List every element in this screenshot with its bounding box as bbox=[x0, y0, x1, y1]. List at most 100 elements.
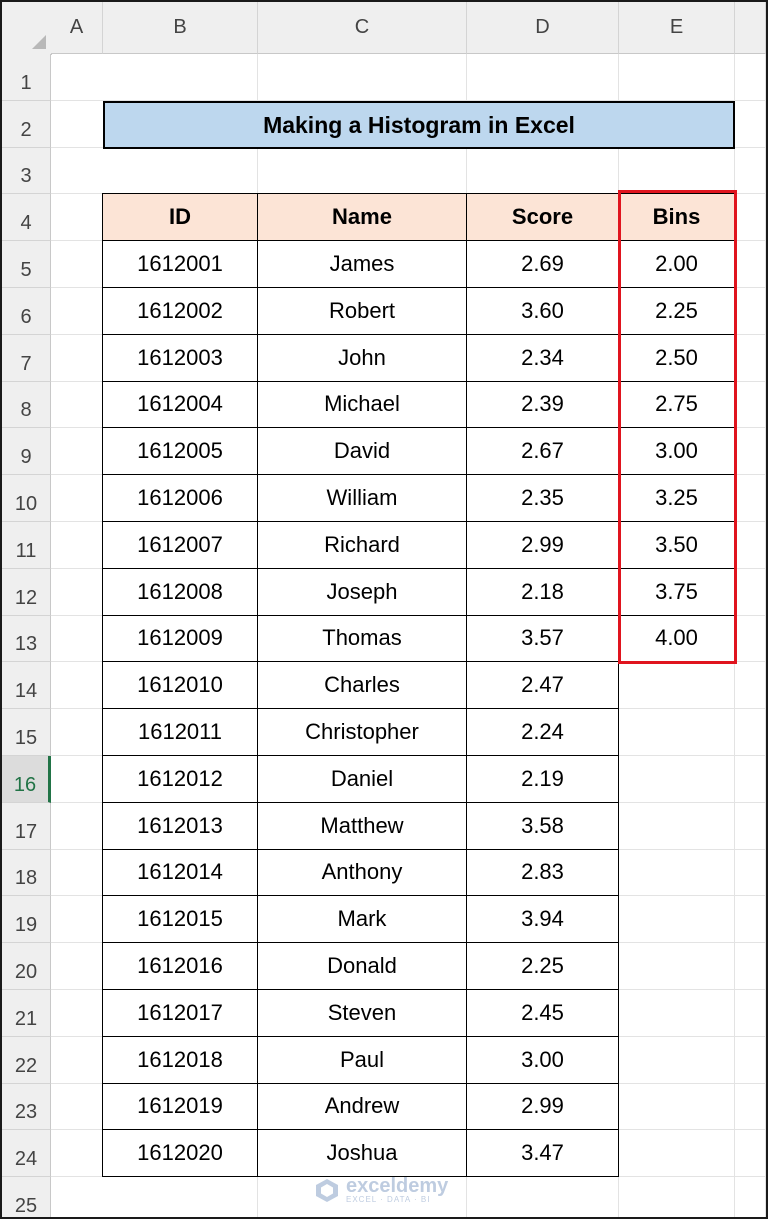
table-cell-name[interactable]: Mark bbox=[257, 895, 467, 944]
row-header-17[interactable]: 17 bbox=[2, 802, 51, 850]
column-header-d[interactable]: D bbox=[467, 2, 619, 54]
table-cell-score[interactable]: 3.00 bbox=[466, 1035, 619, 1084]
table-cell-id[interactable]: 1612018 bbox=[102, 1035, 258, 1084]
table-cell-score[interactable]: 3.58 bbox=[466, 801, 619, 850]
table-cell-score[interactable]: 2.67 bbox=[466, 427, 619, 476]
table-cell-id[interactable]: 1612017 bbox=[102, 989, 258, 1037]
table-cell-score[interactable]: 2.69 bbox=[466, 240, 619, 288]
table-cell-name[interactable]: John bbox=[257, 333, 467, 382]
row-header-24[interactable]: 24 bbox=[2, 1130, 51, 1178]
table-cell-id[interactable]: 1612015 bbox=[102, 895, 258, 944]
row-header-6[interactable]: 6 bbox=[2, 288, 51, 335]
table-cell-bins[interactable]: 3.50 bbox=[618, 521, 735, 569]
table-cell-id[interactable]: 1612004 bbox=[102, 380, 258, 429]
table-cell-id[interactable]: 1612010 bbox=[102, 661, 258, 710]
column-header-b[interactable]: B bbox=[103, 2, 258, 54]
table-cell-bins[interactable]: 2.75 bbox=[618, 380, 735, 429]
table-header-name[interactable]: Name bbox=[257, 193, 467, 242]
table-header-score[interactable]: Score bbox=[466, 193, 619, 242]
table-cell-bins[interactable]: 2.25 bbox=[618, 287, 735, 335]
table-cell-id[interactable]: 1612002 bbox=[102, 287, 258, 335]
row-header-3[interactable]: 3 bbox=[2, 147, 51, 195]
table-cell-score[interactable]: 2.45 bbox=[466, 989, 619, 1037]
row-header-12[interactable]: 12 bbox=[2, 568, 51, 616]
table-cell-score[interactable]: 2.99 bbox=[466, 1082, 619, 1131]
table-cell-id[interactable]: 1612001 bbox=[102, 240, 258, 288]
table-cell-score[interactable]: 2.83 bbox=[466, 848, 619, 897]
table-cell-score[interactable]: 2.35 bbox=[466, 474, 619, 522]
table-cell-name[interactable]: William bbox=[257, 474, 467, 522]
table-cell-id[interactable]: 1612020 bbox=[102, 1129, 258, 1178]
row-header-1[interactable]: 1 bbox=[2, 54, 51, 101]
table-cell-name[interactable]: Anthony bbox=[257, 848, 467, 897]
row-header-8[interactable]: 8 bbox=[2, 381, 51, 429]
table-cell-id[interactable]: 1612008 bbox=[102, 567, 258, 616]
row-header-9[interactable]: 9 bbox=[2, 428, 51, 476]
table-cell-id[interactable]: 1612014 bbox=[102, 848, 258, 897]
table-cell-score[interactable]: 2.25 bbox=[466, 942, 619, 990]
row-header-25[interactable]: 25 bbox=[2, 1177, 51, 1217]
table-cell-bins[interactable]: 2.00 bbox=[618, 240, 735, 288]
table-cell-score[interactable]: 3.47 bbox=[466, 1129, 619, 1178]
table-cell-name[interactable]: Christopher bbox=[257, 708, 467, 756]
table-cell-name[interactable]: Matthew bbox=[257, 801, 467, 850]
table-cell-name[interactable]: Joshua bbox=[257, 1129, 467, 1178]
row-header-20[interactable]: 20 bbox=[2, 943, 51, 990]
row-header-19[interactable]: 19 bbox=[2, 896, 51, 944]
table-cell-bins[interactable]: 4.00 bbox=[618, 614, 735, 663]
table-cell-score[interactable]: 2.19 bbox=[466, 755, 619, 803]
table-cell-name[interactable]: Paul bbox=[257, 1035, 467, 1084]
column-header-e[interactable]: E bbox=[619, 2, 735, 54]
table-header-bins[interactable]: Bins bbox=[618, 193, 735, 242]
table-cell-id[interactable]: 1612012 bbox=[102, 755, 258, 803]
row-header-11[interactable]: 11 bbox=[2, 522, 51, 569]
table-cell-score[interactable]: 2.47 bbox=[466, 661, 619, 710]
row-header-2[interactable]: 2 bbox=[2, 100, 51, 148]
table-cell-bins[interactable]: 2.50 bbox=[618, 333, 735, 382]
table-cell-score[interactable]: 3.94 bbox=[466, 895, 619, 944]
table-header-id[interactable]: ID bbox=[102, 193, 258, 242]
table-cell-id[interactable]: 1612006 bbox=[102, 474, 258, 522]
table-cell-name[interactable]: Daniel bbox=[257, 755, 467, 803]
table-cell-id[interactable]: 1612003 bbox=[102, 333, 258, 382]
row-header-21[interactable]: 21 bbox=[2, 990, 51, 1037]
column-header-a[interactable]: A bbox=[51, 2, 103, 54]
table-cell-name[interactable]: Thomas bbox=[257, 614, 467, 663]
table-cell-name[interactable]: Andrew bbox=[257, 1082, 467, 1131]
table-cell-score[interactable]: 2.39 bbox=[466, 380, 619, 429]
row-header-15[interactable]: 15 bbox=[2, 709, 51, 756]
table-cell-name[interactable]: Michael bbox=[257, 380, 467, 429]
table-cell-score[interactable]: 2.24 bbox=[466, 708, 619, 756]
table-cell-id[interactable]: 1612013 bbox=[102, 801, 258, 850]
table-cell-bins[interactable]: 3.75 bbox=[618, 567, 735, 616]
table-cell-id[interactable]: 1612016 bbox=[102, 942, 258, 990]
table-cell-name[interactable]: David bbox=[257, 427, 467, 476]
table-cell-score[interactable]: 2.99 bbox=[466, 521, 619, 569]
row-header-18[interactable]: 18 bbox=[2, 849, 51, 897]
row-header-23[interactable]: 23 bbox=[2, 1083, 51, 1131]
table-cell-score[interactable]: 3.60 bbox=[466, 287, 619, 335]
row-header-5[interactable]: 5 bbox=[2, 241, 51, 288]
table-cell-name[interactable]: Richard bbox=[257, 521, 467, 569]
table-cell-name[interactable]: Donald bbox=[257, 942, 467, 990]
table-cell-name[interactable]: James bbox=[257, 240, 467, 288]
table-cell-score[interactable]: 2.18 bbox=[466, 567, 619, 616]
sheet-title[interactable]: Making a Histogram in Excel bbox=[103, 101, 735, 149]
row-header-22[interactable]: 22 bbox=[2, 1036, 51, 1084]
table-cell-id[interactable]: 1612007 bbox=[102, 521, 258, 569]
table-cell-bins[interactable]: 3.25 bbox=[618, 474, 735, 522]
row-header-10[interactable]: 10 bbox=[2, 475, 51, 522]
table-cell-score[interactable]: 2.34 bbox=[466, 333, 619, 382]
table-cell-name[interactable]: Steven bbox=[257, 989, 467, 1037]
table-cell-id[interactable]: 1612009 bbox=[102, 614, 258, 663]
select-all-button[interactable] bbox=[2, 2, 52, 55]
row-header-7[interactable]: 7 bbox=[2, 334, 51, 382]
table-cell-score[interactable]: 3.57 bbox=[466, 614, 619, 663]
row-header-16[interactable]: 16 bbox=[2, 756, 51, 803]
table-cell-name[interactable]: Joseph bbox=[257, 567, 467, 616]
column-header-c[interactable]: C bbox=[258, 2, 467, 54]
row-header-14[interactable]: 14 bbox=[2, 662, 51, 710]
table-cell-id[interactable]: 1612005 bbox=[102, 427, 258, 476]
table-cell-id[interactable]: 1612019 bbox=[102, 1082, 258, 1131]
row-header-13[interactable]: 13 bbox=[2, 615, 51, 663]
